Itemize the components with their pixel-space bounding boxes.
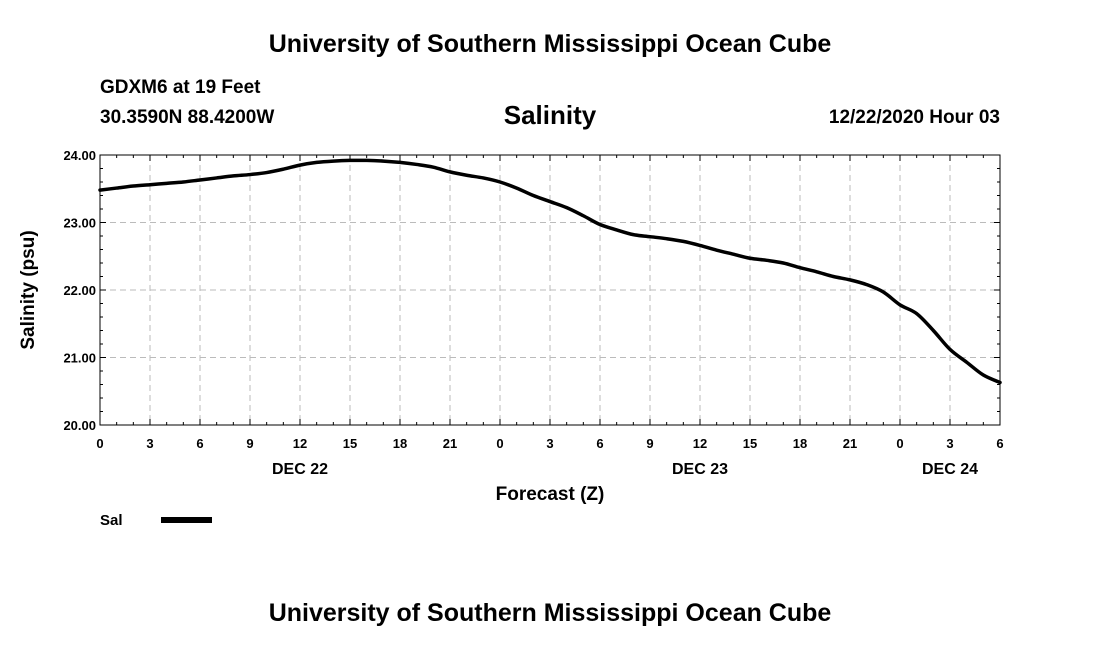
- x-tick-label: 9: [646, 436, 653, 451]
- x-day-label: DEC 24: [922, 461, 978, 478]
- x-tick-label: 6: [596, 436, 603, 451]
- plot-frame: [99, 154, 1001, 426]
- grid-layer: [100, 155, 1000, 425]
- salinity-series-line: [98, 158, 1002, 385]
- x-tick-label: 0: [896, 436, 903, 451]
- x-tick-label: 18: [793, 436, 807, 451]
- x-tick-label: 3: [546, 436, 553, 451]
- x-tick-label: 15: [743, 436, 757, 451]
- x-tick-label: 12: [693, 436, 707, 451]
- x-axis-title: Forecast (Z): [496, 484, 605, 505]
- forecast-datetime: 12/22/2020 Hour 03: [828, 107, 1000, 128]
- label-layer: 0 3 6 9 12 15 18 21 0 3 6 9 12 15 18 21 0 3 6 20.00 21.00 22.…: [63, 148, 1003, 478]
- x-tick-label: 21: [443, 436, 457, 451]
- x-tick-label: 0: [96, 436, 103, 451]
- x-tick-label: 12: [293, 436, 307, 451]
- x-tick-label: 6: [196, 436, 203, 451]
- y-tick-label: 22.00: [63, 283, 96, 298]
- y-axis-title: Salinity (psu): [18, 230, 39, 349]
- y-tick-label: 20.00: [63, 418, 96, 433]
- parameter-title: Salinity: [503, 100, 597, 130]
- chart-title-bottom: University of Southern Mississippi Ocean…: [268, 599, 832, 627]
- x-day-label: DEC 23: [672, 461, 728, 478]
- y-tick-label: 24.00: [63, 148, 96, 163]
- x-tick-label: 3: [946, 436, 953, 451]
- x-tick-label: 0: [496, 436, 503, 451]
- station-label: GDXM6 at 19 Feet: [100, 77, 261, 98]
- y-tick-label: 23.00: [63, 216, 96, 231]
- chart-title-top: University of Southern Mississippi Ocean…: [268, 30, 832, 58]
- x-day-label: DEC 22: [272, 461, 328, 478]
- x-tick-label: 21: [843, 436, 857, 451]
- legend-label: Sal: [100, 512, 123, 529]
- x-tick-label: 15: [343, 436, 357, 451]
- x-tick-label: 3: [146, 436, 153, 451]
- y-tick-label: 21.00: [63, 351, 96, 366]
- x-tick-label: 9: [246, 436, 253, 451]
- x-tick-label: 18: [393, 436, 407, 451]
- x-tick-label: 6: [996, 436, 1003, 451]
- coordinates-label: 30.3590N 88.4200W: [100, 107, 275, 128]
